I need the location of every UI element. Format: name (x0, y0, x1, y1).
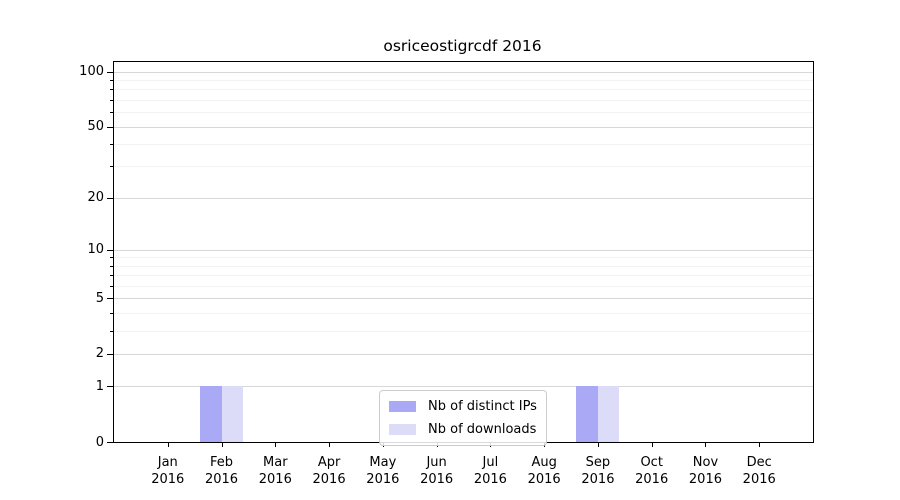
x-tick-mark (329, 442, 331, 447)
y-tick-label: 2 (95, 346, 104, 362)
y-tick-mark (107, 386, 114, 388)
y-minor-tick-mark (110, 99, 114, 101)
x-tick-label: Aug 2016 (527, 455, 561, 487)
y-tick-label: 5 (95, 290, 104, 306)
y-minor-tick-mark (110, 144, 114, 146)
legend-swatch-nb-of-distinct-ips (389, 401, 416, 412)
y-minor-tick-mark (110, 265, 114, 267)
y-gridline-major (114, 298, 813, 300)
x-tick-label: Mar 2016 (258, 455, 292, 487)
y-minor-tick-mark (110, 312, 114, 314)
y-tick-label: 10 (87, 242, 104, 258)
x-tick-label: Apr 2016 (312, 455, 346, 487)
x-tick-label: May 2016 (366, 455, 400, 487)
y-gridline-major (114, 249, 813, 251)
y-tick-label: 1 (95, 378, 104, 394)
y-gridline-minor (114, 80, 813, 82)
x-tick-label: Nov 2016 (688, 455, 722, 487)
legend: Nb of distinct IPs Nb of downloads (379, 390, 547, 446)
y-gridline-minor (114, 144, 813, 146)
x-tick-label: Oct 2016 (635, 455, 669, 487)
x-tick-label: Jul 2016 (473, 455, 507, 487)
legend-label: Nb of downloads (428, 422, 537, 437)
y-tick-label: 50 (87, 119, 104, 135)
y-tick-mark (107, 71, 114, 73)
x-tick-mark (597, 442, 599, 447)
x-tick-label: Dec 2016 (742, 455, 776, 487)
y-tick-label: 0 (95, 434, 104, 450)
y-gridline-major (114, 197, 813, 199)
y-gridline-minor (114, 99, 813, 101)
y-gridline-minor (114, 166, 813, 168)
bar-nb-of-downloads (597, 386, 620, 442)
y-gridline-major (114, 386, 813, 388)
x-tick-mark (651, 442, 653, 447)
y-gridline-minor (114, 265, 813, 267)
x-tick-mark (275, 442, 277, 447)
y-minor-tick-mark (110, 112, 114, 114)
y-minor-tick-mark (110, 285, 114, 287)
y-tick-label: 20 (87, 190, 104, 206)
x-tick-label: Jun 2016 (420, 455, 454, 487)
bar-nb-of-downloads (221, 386, 244, 442)
y-gridline-minor (114, 257, 813, 259)
y-gridline-minor (114, 312, 813, 314)
x-tick-mark (167, 442, 169, 447)
y-minor-tick-mark (110, 166, 114, 168)
y-gridline-minor (114, 285, 813, 287)
legend-item: Nb of distinct IPs (389, 397, 537, 416)
bar-nb-of-distinct-ips (576, 386, 598, 442)
y-tick-mark (107, 197, 114, 199)
x-tick-mark (759, 442, 761, 447)
y-gridline-minor (114, 89, 813, 91)
bar-nb-of-distinct-ips (200, 386, 222, 442)
y-minor-tick-mark (110, 275, 114, 277)
y-tick-mark (107, 249, 114, 251)
y-minor-tick-mark (110, 257, 114, 259)
y-gridline-minor (114, 275, 813, 277)
y-tick-mark (107, 442, 114, 443)
legend-label: Nb of distinct IPs (428, 399, 537, 414)
plot-area: 0 1 2 5 10 20 50 100 Jan 2016 Feb 2016 Mar 2016 Apr… (79, 61, 814, 487)
y-minor-tick-mark (110, 89, 114, 91)
y-gridline-major (114, 126, 813, 128)
legend-swatch-nb-of-downloads (389, 424, 416, 435)
y-minor-tick-mark (110, 330, 114, 332)
y-tick-mark (107, 298, 114, 300)
y-tick-label: 100 (79, 64, 104, 80)
legend-item: Nb of downloads (389, 420, 537, 439)
y-tick-mark (107, 353, 114, 355)
y-gridline-minor (114, 330, 813, 332)
y-gridline-minor (114, 112, 813, 114)
x-tick-label: Feb 2016 (204, 455, 239, 487)
chart-title: osriceostigrcdf 2016 (383, 37, 542, 55)
y-gridline-major (114, 353, 813, 355)
x-tick-mark (705, 442, 707, 447)
y-gridline-major (114, 71, 813, 73)
x-tick-mark (221, 442, 223, 447)
x-tick-label: Jan 2016 (151, 455, 185, 487)
y-tick-mark (107, 126, 114, 128)
y-minor-tick-mark (110, 80, 114, 82)
x-tick-label: Sep 2016 (581, 455, 615, 487)
